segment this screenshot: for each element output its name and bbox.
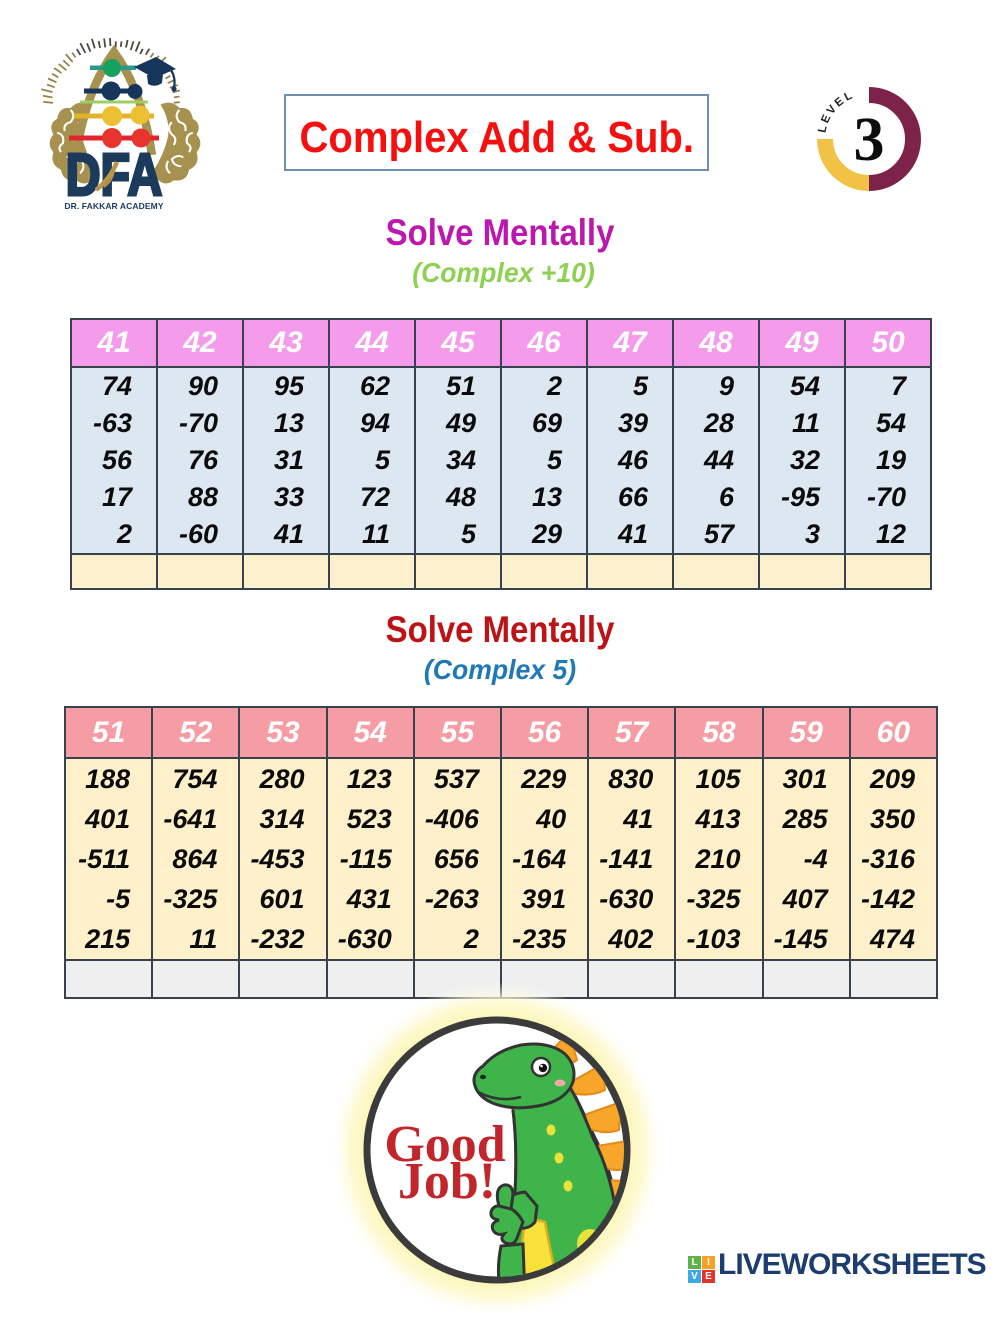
svg-text:Job!: Job! [398,1153,496,1210]
svg-text:3: 3 [854,106,885,174]
svg-text:L: L [816,125,829,134]
svg-text:DR. FAKKAR ACADEMY: DR. FAKKAR ACADEMY [64,201,163,211]
svg-text:DFA: DFA [66,143,163,209]
svg-text:L: L [843,90,855,104]
